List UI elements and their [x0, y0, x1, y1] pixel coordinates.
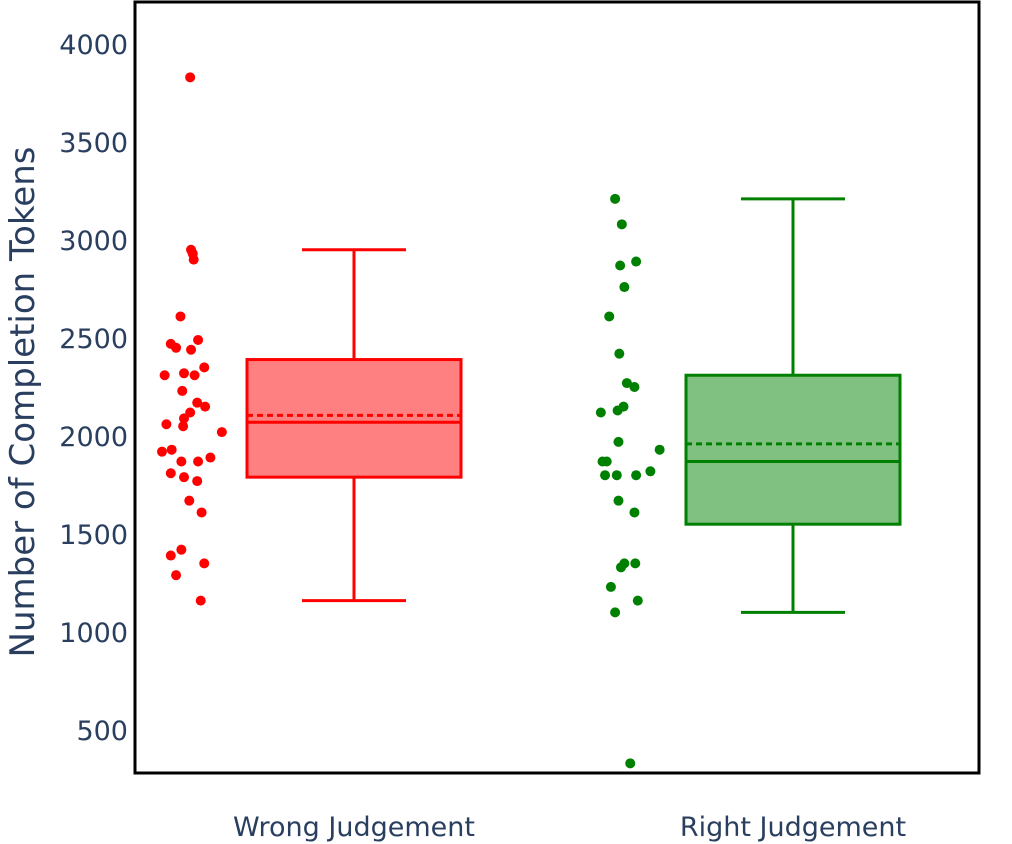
data-point — [631, 470, 642, 481]
data-point — [595, 407, 606, 418]
data-point — [616, 219, 627, 230]
data-point — [604, 311, 615, 322]
data-point — [166, 444, 177, 455]
data-point — [184, 495, 195, 506]
data-point — [645, 466, 656, 477]
data-point — [605, 581, 616, 592]
data-point — [188, 254, 199, 265]
data-point — [193, 334, 204, 345]
data-point — [177, 385, 188, 396]
y-tick-label: 3500 — [59, 128, 128, 159]
data-point — [615, 260, 626, 271]
data-point — [171, 342, 182, 353]
y-tick-label: 3000 — [59, 226, 128, 257]
y-tick-label: 500 — [76, 716, 128, 747]
data-point — [199, 362, 210, 373]
data-point — [161, 419, 172, 430]
data-point — [631, 256, 642, 267]
data-point — [216, 427, 227, 438]
y-tick-label: 4000 — [59, 30, 128, 61]
y-axis-title: Number of Completion Tokens — [3, 147, 43, 658]
data-point — [157, 446, 167, 457]
data-point — [611, 470, 622, 481]
data-point — [654, 444, 665, 455]
data-point — [600, 470, 611, 481]
data-point — [601, 456, 612, 467]
data-point — [179, 413, 189, 424]
y-tick-label: 2000 — [59, 422, 128, 453]
iqr-box — [684, 373, 902, 526]
x-category-label: Right Judgement — [680, 812, 906, 843]
data-point — [179, 368, 189, 379]
data-point — [205, 452, 216, 463]
data-point — [176, 544, 187, 555]
data-point — [625, 758, 636, 769]
data-point — [616, 562, 626, 573]
data-point — [175, 311, 186, 322]
data-point — [159, 370, 170, 381]
iqr-box — [245, 358, 463, 479]
data-point — [195, 595, 206, 606]
data-point — [621, 378, 632, 389]
y-tick-label: 1500 — [59, 520, 128, 551]
data-point — [630, 558, 641, 569]
data-point — [185, 72, 196, 83]
data-point — [178, 421, 189, 432]
data-point — [192, 476, 203, 487]
data-point — [165, 550, 176, 561]
data-point — [165, 468, 176, 479]
data-point — [200, 401, 211, 412]
x-category-label: Wrong Judgement — [233, 812, 475, 843]
y-tick-label: 1000 — [59, 618, 128, 649]
data-point — [629, 507, 640, 518]
data-point — [176, 456, 187, 467]
data-point — [186, 344, 197, 355]
data-point — [171, 570, 182, 581]
data-point — [196, 507, 207, 518]
data-point — [610, 193, 621, 204]
data-point — [610, 607, 621, 618]
data-point — [613, 495, 624, 506]
data-point — [614, 348, 625, 359]
data-point — [179, 472, 189, 483]
data-point — [199, 558, 210, 569]
data-point — [193, 456, 204, 467]
data-point — [619, 282, 630, 293]
data-point — [613, 436, 624, 447]
data-point — [192, 397, 203, 408]
data-point — [189, 370, 200, 381]
data-point — [629, 382, 640, 392]
data-point — [632, 595, 643, 606]
y-tick-label: 2500 — [59, 324, 128, 355]
data-point — [618, 401, 629, 412]
